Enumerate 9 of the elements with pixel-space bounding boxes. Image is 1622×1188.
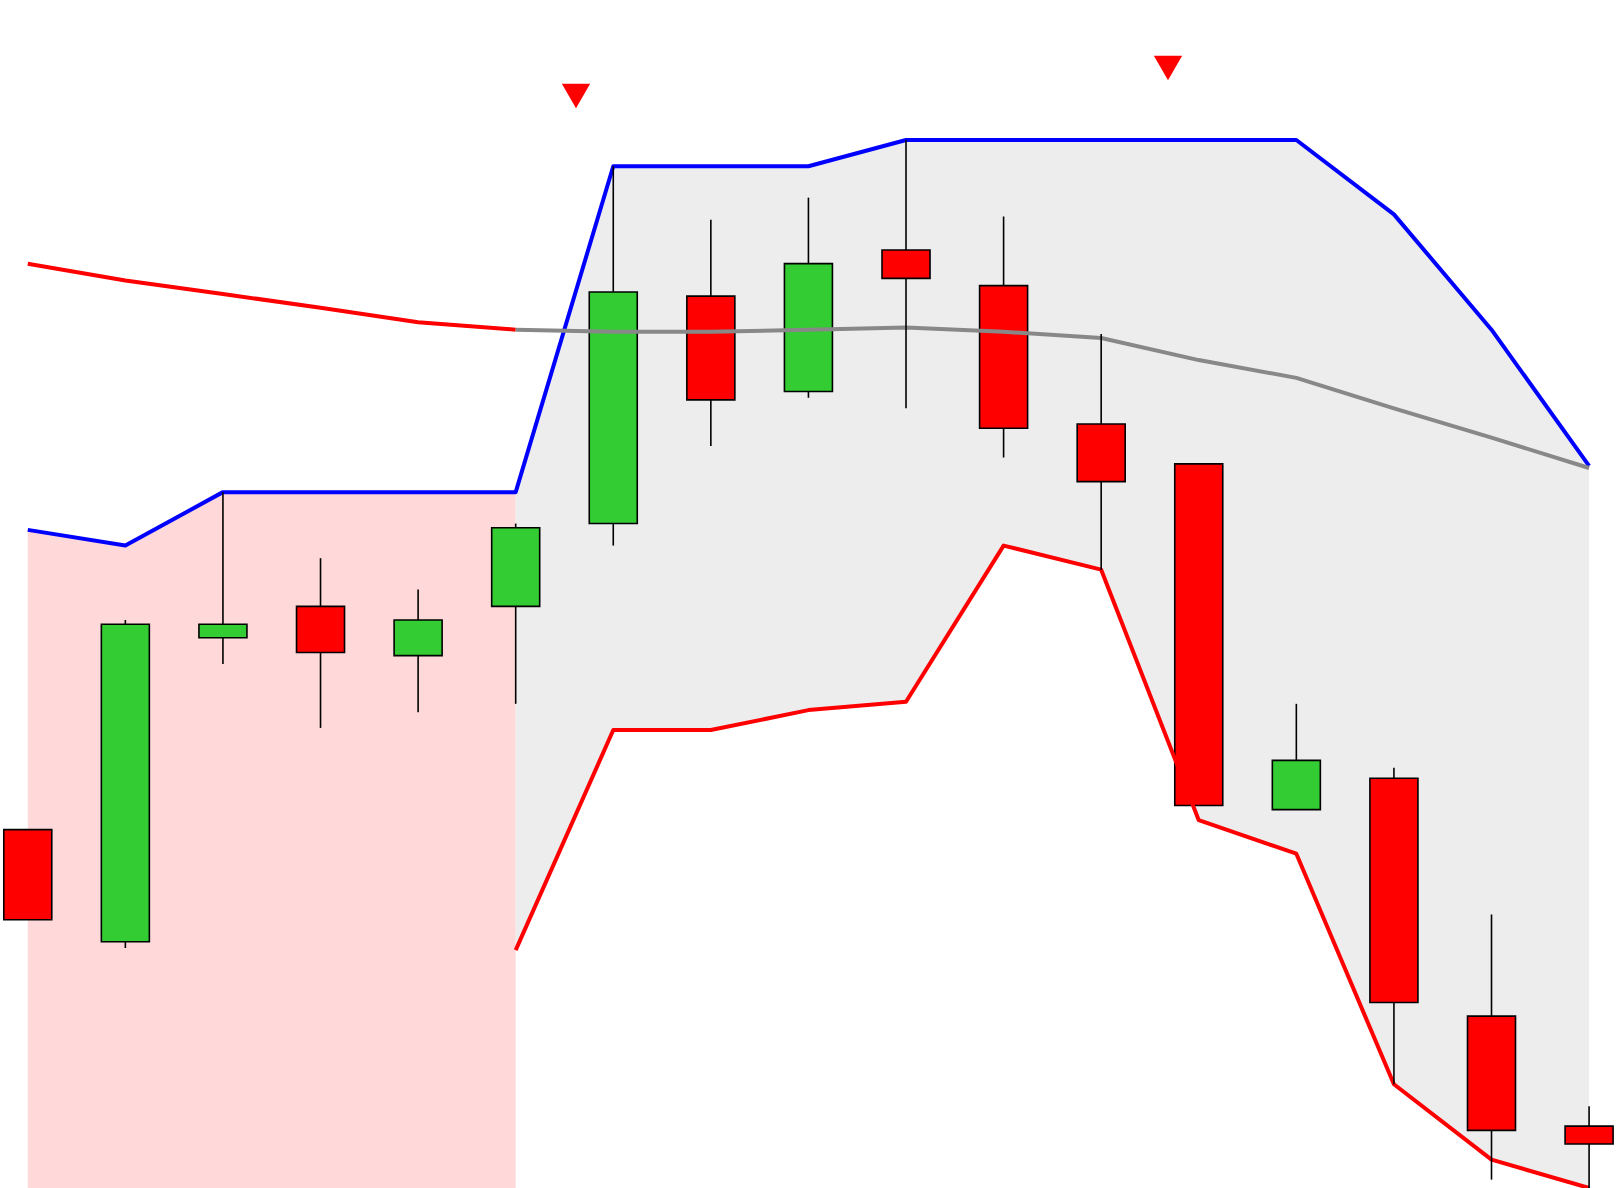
candlestick <box>978 215 1029 459</box>
candlestick <box>686 218 736 447</box>
candlestick <box>1466 913 1517 1181</box>
candlestick <box>198 491 248 665</box>
candlestick <box>881 139 931 410</box>
candlestick <box>393 588 443 714</box>
candlestick <box>1369 766 1419 1086</box>
candlestick <box>588 165 639 547</box>
candlestick <box>295 557 346 729</box>
